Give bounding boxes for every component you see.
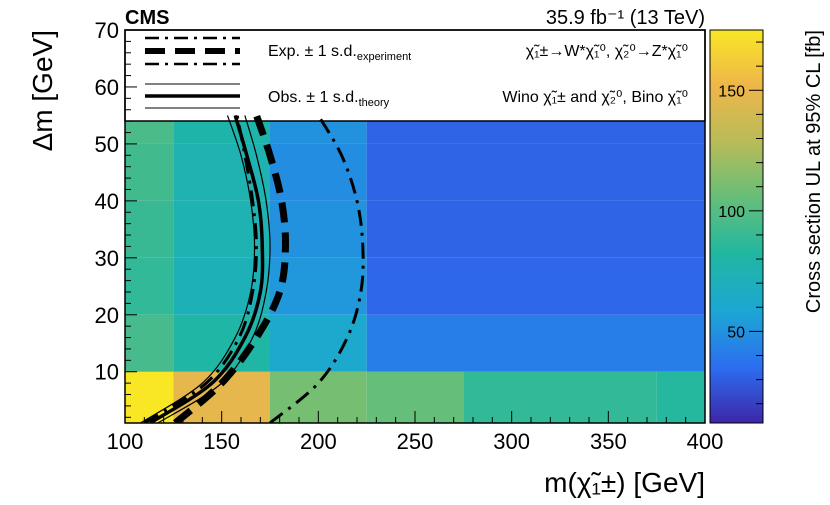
x-tick-label: 200 xyxy=(300,429,337,454)
y-axis-title: Δm [GeV] xyxy=(27,30,58,151)
legend-model-text: Wino χ̃₁± and χ̃₂⁰, Bino χ̃₁⁰ xyxy=(502,89,688,106)
heatmap-cell xyxy=(366,314,705,372)
heatmap-cell xyxy=(366,257,705,315)
legend-process-text: χ̃₁±→W*χ̃₁⁰, χ̃₂⁰→Z*χ̃₁⁰ xyxy=(526,43,688,60)
heatmap-cells xyxy=(125,115,705,423)
x-tick-label: 150 xyxy=(203,429,240,454)
heatmap-cell xyxy=(173,314,270,372)
color-scale-bar xyxy=(709,29,764,424)
experiment-label: CMS xyxy=(125,7,169,29)
color-scale: 50 100 150 xyxy=(709,29,764,424)
contour-observed-central xyxy=(149,114,265,423)
exclusion-contours xyxy=(140,114,365,423)
y-tick-label: 20 xyxy=(95,303,119,328)
heatmap-cell xyxy=(270,314,367,372)
x-tick-label: 250 xyxy=(397,429,434,454)
luminosity-label: 35.9 fb⁻¹ (13 TeV) xyxy=(546,7,705,29)
y-tick-label: 60 xyxy=(95,75,119,100)
y-tick-label: 30 xyxy=(95,246,119,271)
heatmap-cell xyxy=(366,200,705,258)
x-tick-label: 400 xyxy=(687,429,724,454)
x-tick-label: 350 xyxy=(590,429,627,454)
x-axis-title: m(χ̃₁±) [GeV] xyxy=(544,467,705,498)
contour-expected-band xyxy=(143,115,258,423)
z-tick-label: 150 xyxy=(718,83,745,100)
legend-obs-entry: Obs. ± 1 s.d.theory xyxy=(268,89,390,109)
y-tick-label: 40 xyxy=(95,189,119,214)
z-tick-label: 50 xyxy=(727,324,745,341)
z-tick-label: 100 xyxy=(718,204,745,221)
heatmap-cell xyxy=(125,314,174,372)
heatmap-cell xyxy=(125,200,174,258)
contour-expected-band xyxy=(269,114,365,423)
heatmap-cell xyxy=(125,257,174,315)
heatmap-cell xyxy=(463,371,657,423)
legend-symbols xyxy=(145,36,240,109)
legend-exp-entry: Exp. ± 1 s.d.experiment xyxy=(268,43,411,63)
x-tick-label: 300 xyxy=(493,429,530,454)
heatmap-cell xyxy=(125,143,174,201)
y-tick-label: 50 xyxy=(95,132,119,157)
color-scale-title: Cross section UL at 95% CL [fb] xyxy=(803,30,825,313)
contour-observed-band xyxy=(157,115,271,423)
heatmap-cell xyxy=(366,143,705,201)
x-tick-label: 100 xyxy=(107,429,144,454)
contour-observed-band xyxy=(140,115,256,423)
heatmap-cell xyxy=(173,143,270,201)
y-tick-label: 70 xyxy=(95,18,119,43)
y-tick-label: 10 xyxy=(95,360,119,385)
axes: 100 150 200 250 300 350 400 10 20 30 40 50 60 70 xyxy=(95,18,724,454)
heatmap-cell xyxy=(270,143,367,201)
heatmap-cell xyxy=(656,371,705,423)
legend-box xyxy=(124,29,706,122)
